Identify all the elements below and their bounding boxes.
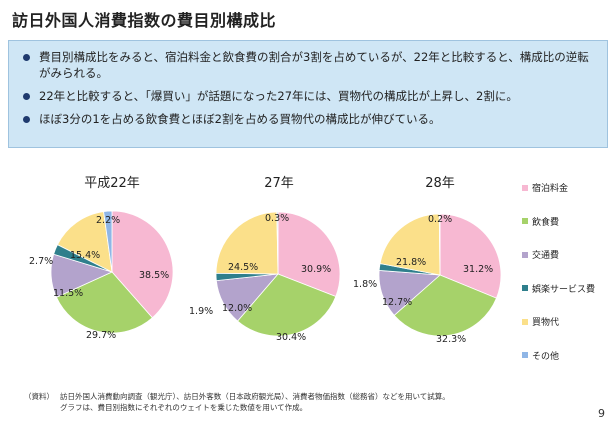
source-note-line: （資料） 訪日外国人消費動向調査（観光庁）、訪日外客数（日本政府観光局）、消費者物… [24,391,450,402]
data-label: 1.9% [189,306,214,317]
source-text: 訪日外国人消費動向調査（観光庁）、訪日外客数（日本政府観光局）、消費者物価指数（… [60,392,450,401]
source-tag: （資料） [24,392,54,401]
legend-label: 買物代 [532,318,560,329]
page-number: 9 [598,407,605,420]
legend-swatch [522,285,528,292]
legend-label: その他 [532,351,560,362]
pie-slice-2-2 [237,273,337,337]
legend-swatch [522,352,528,359]
source-note-line: グラフは、費目別指数にそれぞれのウェイトを乗じた数値を用いて作成。 [24,402,450,413]
pie-slice-1-5 [56,211,113,273]
legend-label: 交通費 [532,251,560,262]
pie-slice-2-6 [276,211,279,275]
source-note: （資料） 訪日外国人消費動向調査（観光庁）、訪日外客数（日本政府観光局）、消費者物… [24,391,450,413]
legend-item: 交通費 [522,247,612,262]
pie-slice-2-5 [215,211,279,275]
pie-slice-2-1 [277,211,341,297]
pie-title-h27: 27年 [264,176,294,191]
legend-label: 宿泊料金 [532,184,569,194]
legend-label: 飲食費 [532,217,560,228]
data-label: 30.9% [301,264,332,275]
summary-bullet: 22年と比較すると、「爆買い」が話題になった27年には、買物代の構成比が上昇し、… [19,88,597,104]
data-label: 2.7% [29,256,54,267]
data-label: 32.3% [436,334,467,345]
page-title: 訪日外国人消費指数の費目別構成比 [12,11,277,30]
data-label: 31.2% [463,264,494,275]
bullet-dot-icon [23,54,30,61]
data-label: 12.7% [382,297,413,308]
pie-title-h28: 28年 [425,176,455,191]
data-label: 21.8% [396,257,427,268]
pie-slice-3-1 [439,213,502,299]
pie-slice-1-1 [111,210,174,319]
pie-slice-1-6 [103,210,113,273]
data-label: 0.2% [428,214,453,225]
summary-text: 22年と比較すると、「爆買い」が話題になった27年には、買物代の構成比が上昇し、… [39,89,518,103]
bullet-dot-icon [23,116,30,123]
data-label: 29.7% [86,330,117,341]
summary-box: 費目別構成比をみると、宿泊料金と飲食費の割合が3割を占めているが、22年と比較す… [8,40,608,148]
data-label: 2.2% [96,215,121,226]
data-label: 30.4% [276,332,307,343]
data-label: 0.3% [265,213,290,224]
summary-bullet: 費目別構成比をみると、宿泊料金と飲食費の割合が3割を占めているが、22年と比較す… [19,49,597,81]
legend: 宿泊料金 飲食費 交通費 娯楽サービス費 買物代 その他 [522,180,612,382]
legend-item: その他 [522,348,612,363]
pie-slice-3-5 [379,213,441,276]
legend-item: 宿泊料金 [522,180,612,195]
legend-item: 娯楽サービス費 [522,281,612,296]
bullet-dot-icon [23,93,30,100]
legend-item: 飲食費 [522,214,612,229]
summary-bullet: ほぼ3分の1を占める飲食費とほぼ2割を占める買物代の構成比が伸びている。 [19,111,597,127]
legend-item: 買物代 [522,314,612,329]
legend-swatch [522,251,528,258]
legend-label: 娯楽サービス費 [532,284,596,295]
data-label: 15.4% [70,250,101,261]
summary-text: 費目別構成比をみると、宿泊料金と飲食費の割合が3割を占めているが、22年と比較す… [39,50,589,80]
data-label: 12.0% [222,303,253,314]
legend-swatch [522,184,528,191]
pie-title-h22: 平成22年 [84,176,140,191]
data-label: 24.5% [228,262,259,273]
source-text: グラフは、費目別指数にそれぞれのウェイトを乗じた数値を用いて作成。 [60,403,308,412]
data-label: 11.5% [53,288,84,299]
data-label: 1.8% [353,279,378,290]
summary-text: ほぼ3分の1を占める飲食費とほぼ2割を占める買物代の構成比が伸びている。 [39,112,441,126]
legend-swatch [522,218,528,225]
pie-slice-3-2 [393,274,497,337]
pie-slice-3-6 [438,213,441,276]
data-label: 38.5% [139,270,170,281]
pie-slice-1-2 [55,271,153,334]
legend-swatch [522,318,528,325]
